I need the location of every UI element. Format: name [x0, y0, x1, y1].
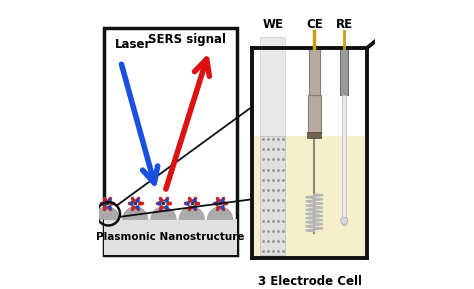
Wedge shape	[122, 207, 148, 219]
Text: CE: CE	[306, 18, 323, 31]
Bar	[343, 95, 346, 225]
Text: 3 Electrode Cell: 3 Electrode Cell	[258, 275, 362, 288]
Wedge shape	[94, 207, 119, 219]
Wedge shape	[151, 207, 176, 219]
Text: RE: RE	[336, 18, 353, 31]
Bar	[260, 37, 285, 136]
Text: WE: WE	[263, 18, 283, 31]
Bar	[308, 95, 320, 133]
Text: Laser: Laser	[115, 38, 152, 51]
Bar	[307, 132, 321, 138]
Bar	[104, 28, 237, 255]
Text: SERS signal: SERS signal	[148, 33, 226, 46]
Wedge shape	[207, 207, 233, 219]
Polygon shape	[252, 48, 367, 258]
Bar	[104, 219, 237, 255]
Wedge shape	[179, 207, 204, 219]
Bar	[340, 48, 348, 95]
Bar	[309, 48, 319, 95]
Text: Plasmonic Nanostructure: Plasmonic Nanostructure	[96, 232, 245, 242]
Bar	[260, 136, 285, 255]
Bar	[252, 136, 367, 258]
Circle shape	[340, 217, 348, 224]
